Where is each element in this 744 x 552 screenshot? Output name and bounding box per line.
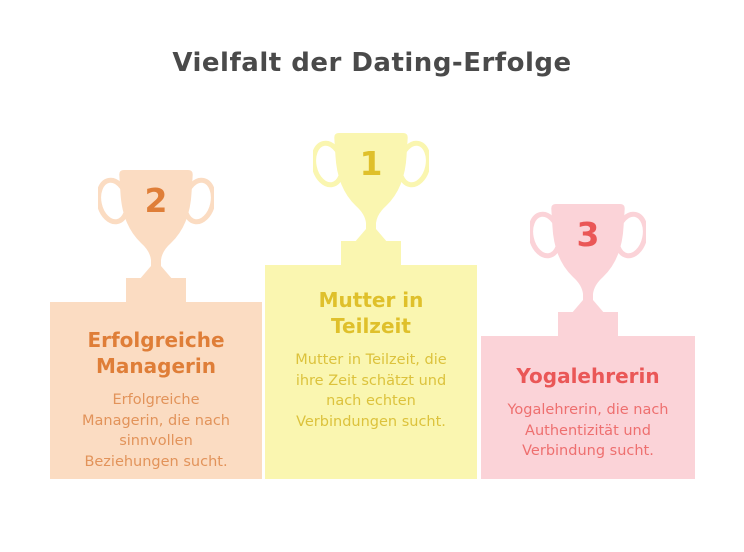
trophy-icon: 3	[530, 204, 646, 336]
podium-first-place: 1 Mutter in Teilzeit Mutter in Teilzeit,…	[265, 133, 477, 479]
rank-number: 1	[360, 144, 383, 183]
podium-second-place: 2 Erfolgreiche Managerin Erfolgreiche Ma…	[50, 170, 262, 479]
trophy-icon: 2	[98, 170, 214, 302]
podium-block: Mutter in Teilzeit Mutter in Teilzeit, d…	[265, 265, 477, 479]
profile-description: Erfolgreiche Managerin, die nach sinnvol…	[82, 392, 230, 470]
trophy-icon: 1	[313, 133, 429, 265]
rank-number: 2	[145, 181, 168, 220]
profile-description: Yogalehrerin, die nach Authentizität und…	[507, 402, 669, 460]
profile-description: Mutter in Teilzeit, die ihre Zeit schätz…	[295, 352, 447, 430]
rank-number: 3	[577, 215, 600, 254]
podium-block: Erfolgreiche Managerin Erfolgreiche Mana…	[50, 302, 262, 479]
podium-block: Yogalehrerin Yogalehrerin, die nach Auth…	[481, 336, 695, 479]
profile-name: Yogalehrerin	[516, 364, 660, 388]
page-title: Vielfalt der Dating-Erfolge	[172, 48, 572, 78]
profile-name: Mutter in Teilzeit	[318, 288, 424, 338]
podium-third-place: 3 Yogalehrerin Yogalehrerin, die nach Au…	[481, 204, 695, 479]
profile-name: Erfolgreiche Managerin	[87, 328, 225, 378]
